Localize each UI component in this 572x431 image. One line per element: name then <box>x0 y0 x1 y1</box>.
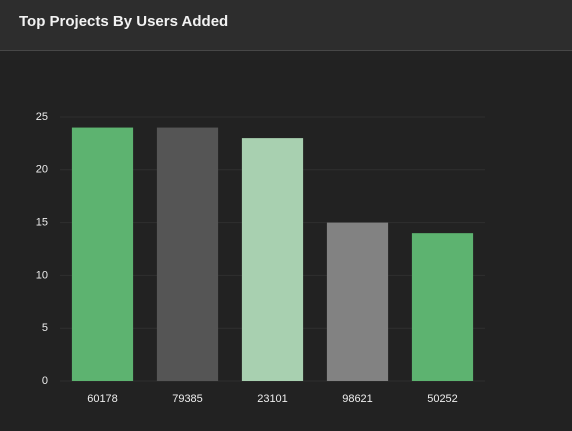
chart: 0 5 10 15 20 25 60178 79385 23101 98621 50252 <box>36 111 485 405</box>
x-tick-label: 50252 <box>427 393 458 405</box>
x-tick-label: 23101 <box>257 393 288 405</box>
y-tick-label: 25 <box>36 111 48 123</box>
bar <box>156 127 219 381</box>
y-tick-label: 5 <box>42 322 48 334</box>
y-tick-label: 10 <box>36 269 48 281</box>
x-tick-label: 60178 <box>87 393 118 405</box>
bar <box>326 222 389 381</box>
y-tick-label: 0 <box>42 375 48 387</box>
bar <box>411 233 474 381</box>
bar <box>241 138 304 381</box>
bar <box>71 127 134 381</box>
y-tick-label: 15 <box>36 217 48 229</box>
y-tick-label: 20 <box>36 164 48 176</box>
x-tick-label: 98621 <box>342 393 373 405</box>
x-tick-label: 79385 <box>172 393 203 405</box>
panel-title: Top Projects By Users Added <box>0 0 572 51</box>
